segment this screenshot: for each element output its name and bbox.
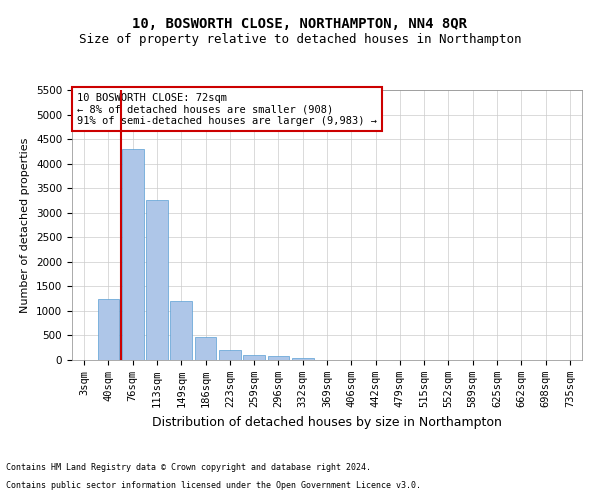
Text: Contains public sector information licensed under the Open Government Licence v3: Contains public sector information licen… <box>6 481 421 490</box>
Text: 10, BOSWORTH CLOSE, NORTHAMPTON, NN4 8QR: 10, BOSWORTH CLOSE, NORTHAMPTON, NN4 8QR <box>133 18 467 32</box>
Text: Contains HM Land Registry data © Crown copyright and database right 2024.: Contains HM Land Registry data © Crown c… <box>6 464 371 472</box>
Bar <box>292 358 314 360</box>
Text: 10 BOSWORTH CLOSE: 72sqm
← 8% of detached houses are smaller (908)
91% of semi-d: 10 BOSWORTH CLOSE: 72sqm ← 8% of detache… <box>77 92 377 126</box>
Bar <box>122 149 143 360</box>
Bar <box>243 355 265 360</box>
Bar <box>194 336 217 360</box>
X-axis label: Distribution of detached houses by size in Northampton: Distribution of detached houses by size … <box>152 416 502 428</box>
Bar <box>146 200 168 360</box>
Bar <box>170 301 192 360</box>
Text: Size of property relative to detached houses in Northampton: Size of property relative to detached ho… <box>79 32 521 46</box>
Bar <box>268 356 289 360</box>
Y-axis label: Number of detached properties: Number of detached properties <box>20 138 31 312</box>
Bar <box>97 298 119 360</box>
Bar <box>219 350 241 360</box>
